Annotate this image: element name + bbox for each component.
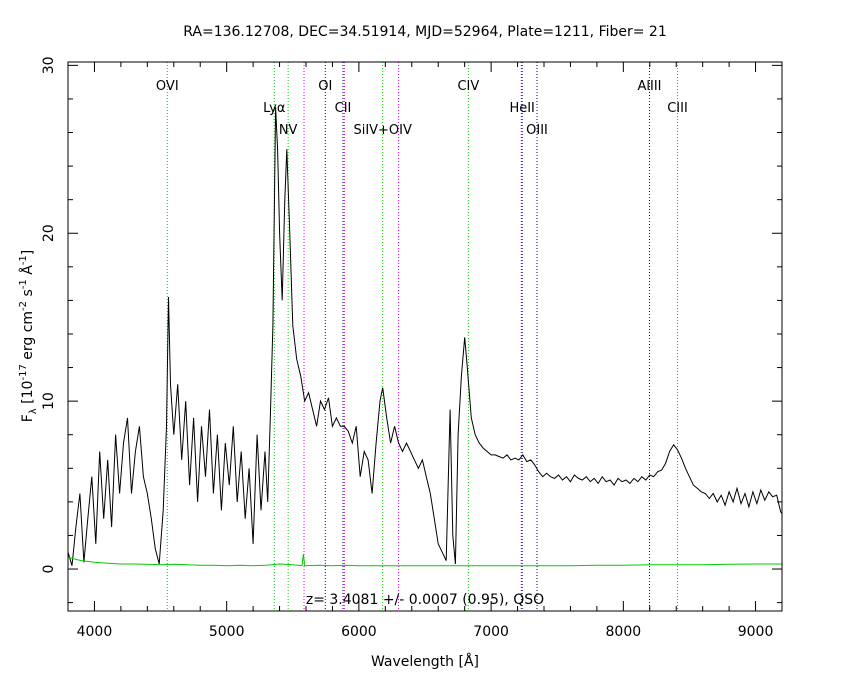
line-label: Lyα [263,101,285,116]
line-label: OI [318,79,332,94]
y-axis: 0 10 20 30 [41,56,782,604]
line-label: CII [335,101,352,116]
x-tick-label: 9000 [738,624,774,640]
x-tick-label: 8000 [606,624,642,640]
x-tick-label: 4000 [77,624,113,640]
y-tick-label: 10 [41,392,57,410]
series-error [68,553,782,567]
line-label: SiIV+OIV [353,123,412,138]
y-tick-label: 20 [41,224,57,242]
x-axis-label: Wavelength [Å] [371,653,479,670]
y-tick-label: 30 [41,56,57,74]
line-label: AlIII [638,79,662,94]
redshift-annotation: z= 3.4081 +/- 0.0007 (0.95), QSO [306,592,544,608]
x-tick-label: 5000 [209,624,245,640]
line-label: HeII [509,101,534,116]
y-axis-label: Fλ [10-17 erg cm-2 s-1 Å-1] [18,250,39,423]
series-layer [68,107,782,567]
chart-title: RA=136.12708, DEC=34.51914, MJD=52964, P… [183,24,667,40]
line-label: CIII [667,101,688,116]
x-tick-label: 6000 [341,624,377,640]
line-label: OVI [156,79,179,94]
series-flux [68,107,782,566]
line-label: CIV [457,79,479,94]
line-label: NV [279,123,298,138]
x-tick-label: 7000 [473,624,509,640]
x-axis: 4000 5000 6000 7000 8000 9000 [77,62,774,640]
y-tick-label: 0 [41,565,57,574]
line-label: OIII [526,123,548,138]
plot-frame [67,61,783,612]
emission-line-markers [166,62,679,611]
